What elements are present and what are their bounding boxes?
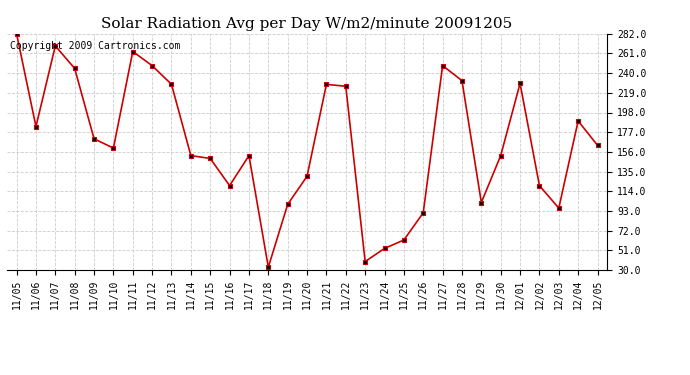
Title: Solar Radiation Avg per Day W/m2/minute 20091205: Solar Radiation Avg per Day W/m2/minute … [101,17,513,31]
Text: Copyright 2009 Cartronics.com: Copyright 2009 Cartronics.com [10,41,180,51]
